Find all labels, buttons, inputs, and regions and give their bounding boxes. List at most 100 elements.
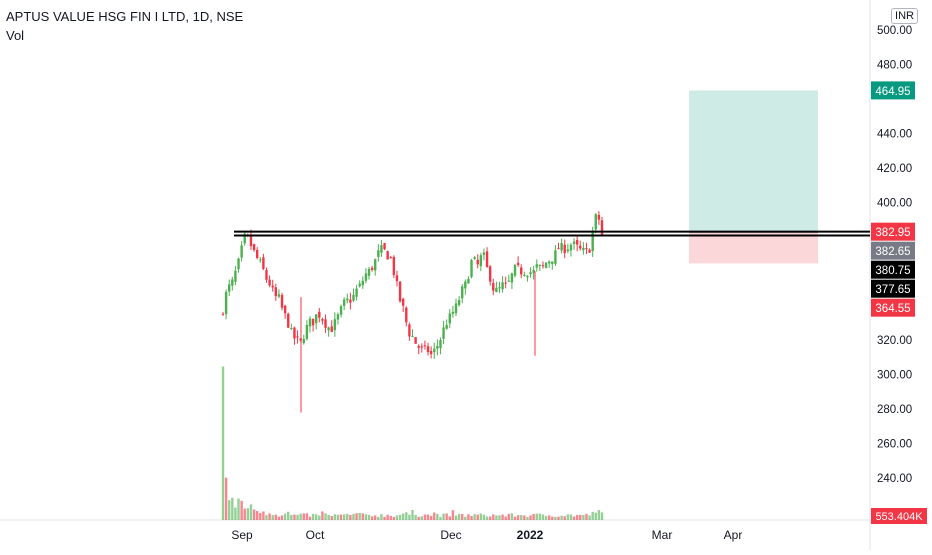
candle-body [554,250,557,264]
candle-body [259,259,262,261]
volume-label: 553.404K [875,511,923,523]
volume-indicator-label[interactable]: Vol [6,28,25,43]
candle-body [305,324,309,339]
volume-bar [439,517,442,520]
candle-body [535,264,538,268]
x-tick-label: 2022 [517,528,544,542]
price-label: 380.75 [875,265,910,277]
candle-body [439,339,442,349]
candle-body [482,252,486,255]
currency-label[interactable]: INR [891,8,918,24]
y-tick-label: 500.00 [877,25,912,37]
candle-body [228,284,231,292]
volume-bar [231,497,234,520]
candle-body [417,345,420,348]
volume-bar [420,516,424,520]
x-tick-label: Sep [231,528,253,542]
candle-body [501,282,504,290]
volume-bar [355,513,358,520]
candle-body [333,319,337,331]
volume-bar [392,516,396,520]
candle-body [451,311,455,314]
volume-bar [594,512,597,520]
volume-bar [513,516,517,520]
volume-bar [423,514,427,520]
y-tick-label: 320.00 [877,335,912,347]
volume-bar [488,516,492,520]
price-label-box [871,241,915,260]
candle-body [321,319,324,321]
volume-bar [454,515,458,520]
candle-body [268,279,271,286]
y-tick-label: 240.00 [877,473,912,485]
candle-body [352,294,355,301]
volume-bar [535,513,538,520]
volume-bar [358,512,361,520]
volume-bar [240,500,243,520]
candle-body [262,257,265,269]
candle-body [274,287,278,297]
candle-body [342,299,346,306]
volume-bar [541,514,545,520]
candle-body [240,245,243,258]
volume-bar [361,513,364,520]
candle-body [467,278,470,284]
volume-bar [370,516,374,520]
volume-bar [417,516,420,520]
candle-body [433,348,436,353]
candle-body [290,328,293,330]
target-zone [689,90,818,233]
volume-bar [280,515,284,520]
x-tick-label: Dec [440,528,461,542]
volume-bar [585,513,588,520]
volume-bar [504,516,507,520]
candle-body [327,327,330,331]
volume-bar [538,513,542,520]
candle-body [414,337,417,344]
price-label-box [871,279,915,298]
candle-body [541,265,545,267]
symbol-title[interactable]: APTUS VALUE HSG FIN I LTD, 1D, NSE [6,9,244,24]
candle-body [582,247,585,251]
candle-body [283,305,287,314]
x-tick-label: Apr [724,528,743,542]
candle-body [271,285,274,288]
volume-bar [482,514,486,520]
volume-bar [470,516,473,520]
candle-body [485,251,489,268]
volume-bar [398,514,402,520]
candle-body [544,262,548,268]
candle-body [429,351,433,355]
candle-body [492,283,495,291]
volume-bar [464,516,467,520]
volume-bar [467,514,470,520]
volume-bar [544,516,548,520]
volume-bar [436,513,439,520]
candle-body [234,270,237,282]
price-label-box [871,81,915,100]
candle-body [597,214,601,220]
y-tick-label: 260.00 [877,439,912,451]
candle-body [532,269,535,273]
candle-body [504,282,507,284]
candle-body [389,257,392,259]
candle-body [464,281,467,289]
y-tick-label: 440.00 [877,128,912,140]
candle-body [513,264,517,276]
volume-bar [271,515,274,520]
volume-bar [442,513,445,520]
volume-bar [557,516,560,520]
candle-body [374,259,377,271]
candle-body [392,256,396,275]
candle-body [563,244,566,254]
volume-bar [451,510,455,520]
candle-body [314,314,318,324]
volume-bar [473,514,476,520]
volume-bar [234,507,237,520]
y-tick-label: 480.00 [877,59,912,71]
volume-bar [429,516,433,520]
volume-bar [383,516,386,520]
candle-body [364,273,368,281]
